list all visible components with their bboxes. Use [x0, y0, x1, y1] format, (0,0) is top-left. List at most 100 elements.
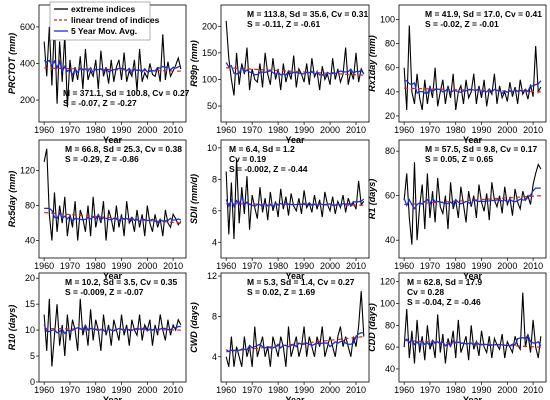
stats-annotation: Cv = 0.28	[407, 287, 444, 297]
x-tick-label: 2000	[320, 125, 340, 135]
extreme-indices-line	[225, 20, 365, 96]
x-tick-label: 2010	[346, 261, 366, 271]
panel-9: 1960 1970 1980 1990 2000 2010 40 60 80 100 120 Year…	[367, 272, 547, 400]
x-tick-label: 2000	[137, 261, 157, 271]
stats-annotation: M = 371.1, Sd = 100.8, Cv = 0.27	[63, 88, 190, 98]
x-tick-label: 1980	[446, 261, 466, 271]
stats-annotation: M = 66.8, Sd = 25.3, Cv = 0.38	[65, 144, 182, 154]
plot-frame	[38, 139, 187, 259]
panel-8: 1960 1970 1980 1990 2000 2010 4 8 12 Year CWD (day…	[189, 271, 370, 400]
y-tick-label: 0	[30, 377, 35, 387]
moving-average-line	[225, 62, 365, 78]
x-tick-label: 1970	[60, 385, 80, 395]
stats-annotation: S = -0.07, Z = -0.27	[63, 98, 137, 108]
x-tick-label: 2000	[320, 385, 340, 395]
x-tick-label: 1960	[34, 385, 54, 395]
x-tick-label: 1990	[112, 125, 132, 135]
x-tick-label: 1960	[216, 125, 236, 135]
x-axis-label: Year	[103, 271, 123, 281]
y-tick-label: 100	[380, 14, 395, 24]
y-tick-label: 4	[212, 352, 217, 362]
stats-annotation: M = 113.8, Sd = 35.6, Cv = 0.31	[247, 9, 368, 19]
plot-frame	[220, 139, 370, 259]
y-tick-label: 100	[380, 299, 395, 309]
stats-annotation: S = -0.11, Z = -0.61	[247, 19, 321, 29]
x-tick-label: 1980	[446, 385, 466, 395]
x-tick-label: 2010	[163, 385, 183, 395]
y-tick-label: 200	[202, 21, 217, 31]
stats-annotation: S = 0.02, Z = 1.69	[247, 287, 315, 297]
x-tick-label: 1960	[34, 125, 54, 135]
x-tick-label: 2000	[320, 261, 340, 271]
y-axis-label: R10 (days)	[7, 305, 17, 351]
y-tick-label: 20	[385, 111, 395, 121]
plot-frame	[220, 272, 370, 383]
x-axis-label: Year	[103, 395, 123, 400]
y-tick-label: 60	[385, 63, 395, 73]
stats-annotation: M = 10.2, Sd = 3.5, Cv = 0.35	[65, 277, 177, 287]
panel-3: 1960 1970 1980 1990 2000 201020406080100YearR…	[367, 4, 547, 145]
legend-label-extreme: extreme indices	[71, 4, 136, 14]
y-axis-label: Rx5day (mm)	[7, 171, 17, 228]
x-tick-label: 2000	[497, 261, 517, 271]
y-tick-label: 12	[207, 271, 217, 281]
panel-5: 1960 1970 1980 1990 2000 2010 4 6 8 10 Year SDII (m…	[189, 139, 370, 281]
y-axis-label: R1 (days)	[367, 179, 377, 220]
y-tick-label: 4	[212, 237, 217, 247]
x-axis-label: Year	[285, 395, 305, 400]
x-tick-label: 1990	[472, 261, 492, 271]
x-tick-label: 2010	[523, 125, 543, 135]
y-tick-label: 600	[20, 22, 35, 32]
moving-average-line	[225, 332, 364, 353]
y-axis-label: SDII (mm/d)	[189, 174, 199, 224]
stats-annotation: M = 5.3, Sd = 1.4, Cv = 0.27	[247, 277, 355, 287]
x-tick-label: 1970	[242, 125, 262, 135]
x-tick-label: 2010	[523, 261, 543, 271]
stats-annotation: M = 62.8, Sd = 17.9	[407, 277, 482, 287]
x-tick-label: 1990	[112, 261, 132, 271]
x-tick-label: 2010	[523, 385, 543, 395]
x-tick-label: 1980	[268, 385, 288, 395]
y-tick-label: 40	[25, 236, 35, 246]
x-tick-label: 1960	[394, 385, 414, 395]
x-tick-label: 2000	[137, 125, 157, 135]
x-tick-label: 1980	[268, 125, 288, 135]
chart-panels: 1960 1970 1980 1990 2000 2010200400600YearPRC…	[7, 4, 547, 400]
linear-trend-line	[44, 67, 181, 72]
x-tick-label: 1960	[34, 261, 54, 271]
x-tick-label: 1970	[60, 125, 80, 135]
extreme-indices-line	[43, 298, 182, 367]
x-tick-label: 1990	[294, 385, 314, 395]
x-tick-label: 1990	[472, 385, 492, 395]
legend-box	[49, 1, 151, 41]
stats-annotation: M = 41.9, Sd = 17.0, Cv = 0.41	[425, 9, 542, 19]
y-tick-label: 6	[212, 206, 217, 216]
x-tick-label: 1980	[86, 261, 106, 271]
x-tick-label: 1970	[420, 385, 440, 395]
moving-average-line	[404, 80, 542, 95]
x-tick-label: 1980	[86, 125, 106, 135]
y-tick-label: 40	[385, 364, 395, 374]
y-tick-label: 20	[25, 273, 35, 283]
y-tick-label: 40	[385, 235, 395, 245]
y-tick-label: 80	[25, 201, 35, 211]
x-axis-label: Year	[463, 271, 483, 281]
y-tick-label: 200	[20, 95, 35, 105]
y-tick-label: 8	[212, 174, 217, 184]
y-tick-label: 120	[20, 166, 35, 176]
moving-average-line	[43, 59, 182, 77]
x-tick-label: 2010	[346, 385, 366, 395]
y-axis-label: Rx1day (mm)	[367, 35, 377, 92]
moving-average-line	[403, 333, 542, 348]
x-tick-label: 1990	[294, 125, 314, 135]
x-axis-label: Year	[285, 271, 305, 281]
x-tick-label: 2010	[163, 125, 183, 135]
x-tick-label: 1990	[472, 125, 492, 135]
x-tick-label: 2010	[163, 261, 183, 271]
y-tick-label: 400	[20, 59, 35, 69]
y-tick-label: 100	[202, 74, 217, 84]
x-tick-label: 1960	[394, 125, 414, 135]
y-axis-label: R99p (mm)	[189, 40, 199, 87]
x-tick-label: 1990	[294, 261, 314, 271]
x-tick-label: 1990	[112, 385, 132, 395]
